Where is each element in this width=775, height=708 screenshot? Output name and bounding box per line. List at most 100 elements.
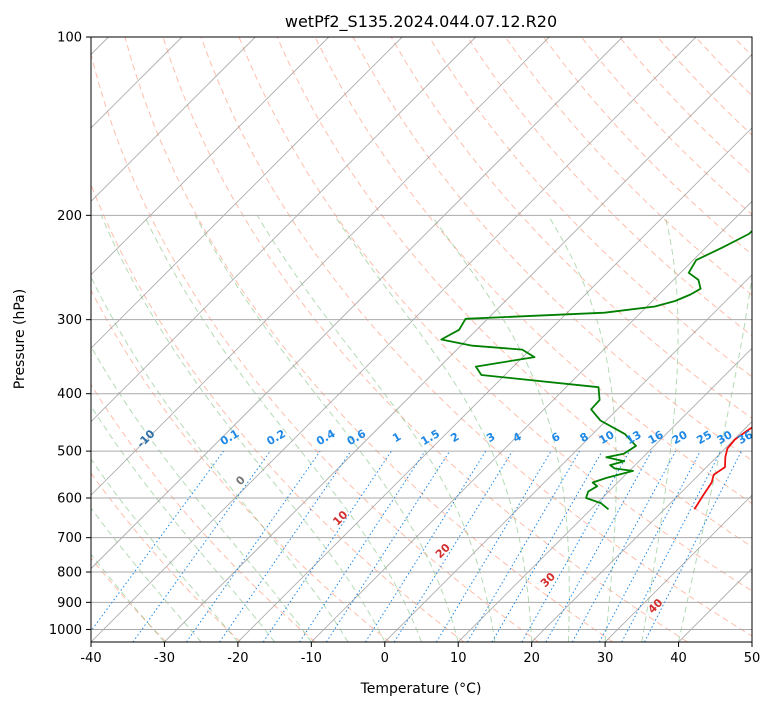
x-tick-label: 0 (381, 651, 389, 666)
mixing-ratio-line (491, 450, 603, 642)
skew-t-background-lines (91, 37, 775, 642)
x-tick-label: 40 (670, 651, 687, 666)
isotherm (237, 127, 752, 642)
y-tick-label: 400 (57, 387, 82, 402)
isotherm (91, 37, 550, 496)
dry-adiabat (542, 37, 752, 256)
x-tick-label: 30 (597, 651, 614, 666)
plot-frame (90, 36, 753, 643)
isotherm (751, 641, 752, 642)
mixing-ratio-label: 13 (624, 428, 644, 447)
y-axis-label: Pressure (hPa) (12, 289, 28, 389)
dewpoint-profile-line (440, 229, 752, 511)
mixing-ratio-line (325, 450, 451, 642)
mixing-ratio-line (393, 450, 513, 642)
isotherm (678, 567, 752, 642)
mixing-ratio-line (521, 450, 630, 642)
isotherm (91, 37, 256, 202)
moist-adiabat (91, 553, 165, 642)
chart-title: wetPf2_S135.2024.044.07.12.R20 (285, 12, 557, 32)
y-tick-label: 100 (57, 31, 82, 46)
mixing-ratio-line (365, 450, 487, 642)
mixing-ratio-line (644, 450, 742, 642)
mixing-ratio-label: 10 (597, 428, 617, 447)
dry-adiabat (276, 37, 752, 548)
moist-adiabat (430, 215, 570, 642)
moist-adiabat (100, 215, 386, 642)
dry-adiabat (91, 52, 539, 642)
isotherm (91, 37, 623, 570)
mixing-ratio-line (571, 450, 677, 642)
x-tick-label: 20 (523, 651, 540, 666)
moist-adiabat (91, 345, 312, 642)
moist-adiabat (641, 215, 679, 642)
dry-adiabat (314, 37, 752, 504)
isotherm (384, 274, 752, 642)
moist-adiabat (194, 215, 459, 642)
isotherm (91, 37, 476, 423)
dry-adiabat (91, 472, 241, 642)
isotherm (604, 494, 752, 642)
dry-adiabat (695, 37, 752, 97)
x-tick-label: -20 (227, 651, 248, 666)
mixing-ratio-line (132, 450, 271, 642)
dry-adiabat (428, 37, 752, 378)
y-tick-label: 500 (57, 445, 82, 460)
dry-adiabat (124, 37, 614, 642)
isotherm (91, 37, 697, 642)
isotherm (91, 37, 330, 276)
axes: -40 -30 -20 -10 0 10 20 30 40 5010020030040050060… (49, 31, 760, 667)
dry-adiabat-label: 20 (433, 541, 453, 561)
dry-adiabat-label: -10 (134, 427, 157, 450)
x-tick-label: -10 (301, 651, 322, 666)
mixing-ratio-label: 1.5 (419, 427, 442, 448)
mixing-ratio-label: 4 (511, 430, 524, 445)
moist-adiabat (91, 507, 202, 642)
mixing-ratio-line (621, 450, 722, 642)
moist-adiabat (143, 215, 422, 642)
dry-adiabat (772, 37, 775, 642)
mixing-ratio-line (186, 450, 321, 642)
x-tick-label: 10 (450, 651, 467, 666)
dry-adiabat (91, 289, 390, 642)
mixing-ratio-line (545, 450, 652, 642)
dry-adiabat (657, 37, 752, 136)
mixing-ratio-label: 1 (390, 430, 403, 445)
dry-adiabat (91, 183, 465, 642)
isotherm (91, 37, 403, 349)
x-axis-label: Temperature (°C) (360, 681, 482, 697)
moist-adiabat (91, 405, 276, 642)
moist-adiabat (333, 215, 533, 642)
moist-adiabat (91, 458, 239, 642)
mixing-ratio-line (219, 450, 352, 642)
moist-adiabat (678, 272, 752, 642)
dry-adiabat (91, 383, 316, 642)
isotherm (457, 347, 752, 642)
dry-adiabat (162, 37, 688, 642)
profile-lines (440, 229, 752, 511)
dry-adiabat (733, 37, 752, 57)
mixing-ratio-label: 2 (448, 430, 461, 445)
isotherm (311, 200, 752, 642)
y-tick-label: 600 (57, 492, 82, 507)
moist-adiabat (547, 215, 617, 642)
isotherm (164, 53, 752, 642)
mixing-ratio-line (598, 450, 701, 642)
moist-adiabat (91, 275, 349, 642)
y-tick-label: 800 (57, 566, 82, 581)
mixing-ratio-label: 0.4 (314, 427, 338, 448)
mixing-ratio-label: 16 (646, 428, 666, 447)
x-tick-label: -40 (80, 651, 101, 666)
y-tick-label: 1000 (49, 623, 82, 638)
dry-adiabat (504, 37, 752, 296)
mixing-ratio-line (91, 450, 225, 632)
mixing-ratio-label: 6 (549, 430, 562, 445)
x-tick-label: -30 (154, 651, 175, 666)
dry-adiabat (238, 37, 752, 592)
y-tick-label: 200 (57, 209, 82, 224)
mixing-ratio-label: 0.1 (218, 427, 241, 448)
isotherm (531, 421, 752, 642)
mixing-ratio-line (435, 450, 552, 642)
moist-adiabat (256, 215, 496, 642)
